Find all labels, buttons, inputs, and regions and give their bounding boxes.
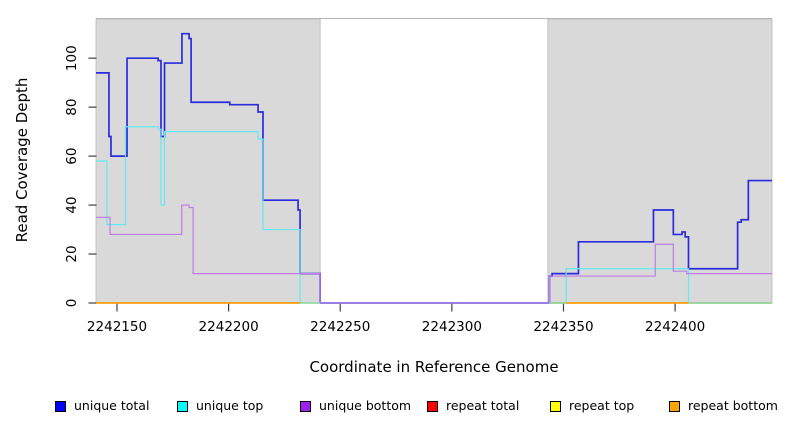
series-unique-bottom bbox=[96, 204, 772, 304]
y-axis-title: Read Coverage Depth bbox=[13, 77, 31, 243]
x-tick-label: 2242150 bbox=[87, 319, 147, 335]
x-tick-label: 2242200 bbox=[199, 319, 259, 335]
y-tick-label: 40 bbox=[64, 196, 80, 213]
y-tick-label: 60 bbox=[64, 148, 80, 165]
masked-region bbox=[95, 18, 321, 304]
y-tick-label: 0 bbox=[64, 299, 80, 308]
x-tick-label: 2242250 bbox=[310, 319, 370, 335]
x-tick-label: 2242350 bbox=[533, 319, 593, 335]
x-tick-label: 2242300 bbox=[422, 319, 482, 335]
series-unique-top bbox=[96, 126, 772, 304]
series-unique-total bbox=[96, 32, 772, 304]
masked-region bbox=[547, 18, 773, 304]
y-tick-label: 20 bbox=[64, 245, 80, 262]
x-tick-label: 2242400 bbox=[645, 319, 705, 335]
y-tick-label: 80 bbox=[64, 99, 80, 116]
y-tick-label: 100 bbox=[64, 45, 80, 71]
x-axis-title: Coordinate in Reference Genome bbox=[309, 358, 559, 376]
